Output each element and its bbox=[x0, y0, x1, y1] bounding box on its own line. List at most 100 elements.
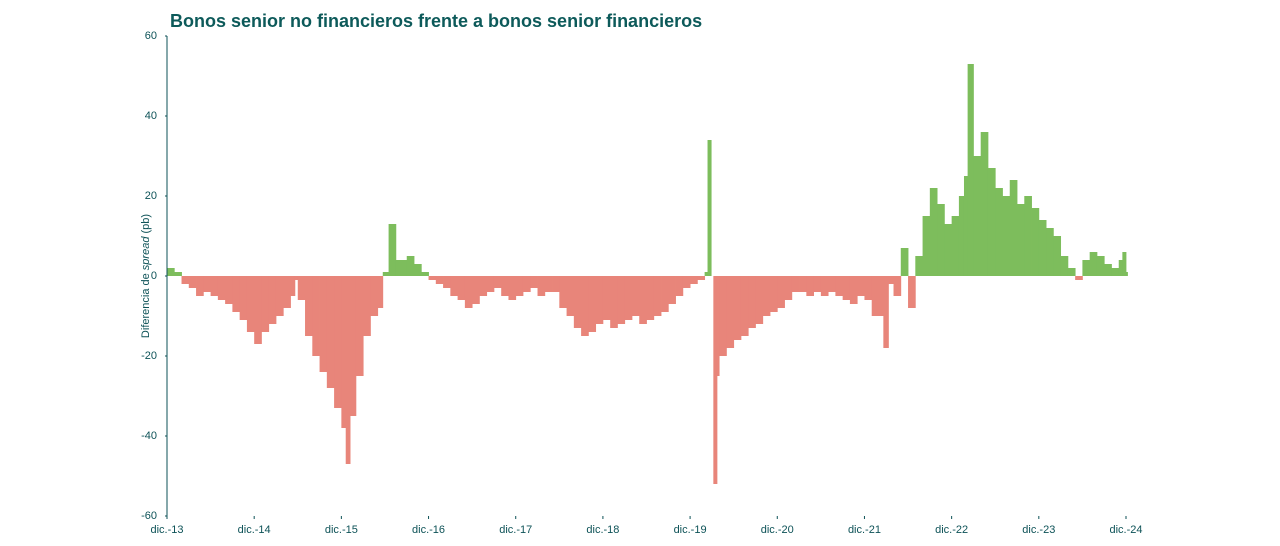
area-segment bbox=[573, 276, 582, 328]
area-segment bbox=[581, 276, 589, 336]
x-tick-label: dic.-24 bbox=[1109, 524, 1142, 536]
area-segment bbox=[813, 276, 822, 292]
area-segment bbox=[395, 260, 408, 276]
x-tick-label: dic.-15 bbox=[325, 524, 358, 536]
area-segment bbox=[588, 276, 597, 332]
area-segment bbox=[883, 276, 889, 348]
area-segment bbox=[406, 256, 415, 276]
area-segment bbox=[922, 216, 931, 276]
area-segment bbox=[537, 276, 546, 296]
x-tick-label: dic.-23 bbox=[1022, 524, 1055, 536]
area-segment bbox=[740, 276, 749, 336]
area-segment bbox=[799, 276, 807, 292]
area-segment bbox=[1122, 252, 1127, 276]
area-segment bbox=[828, 276, 836, 292]
area-segment bbox=[624, 276, 633, 320]
area-segment bbox=[777, 276, 785, 308]
area-segment bbox=[210, 276, 219, 296]
area-segment bbox=[1053, 236, 1062, 276]
area-segment bbox=[457, 276, 466, 300]
area-segment bbox=[675, 276, 684, 296]
area-segment bbox=[835, 276, 844, 296]
y-label-part: spread bbox=[140, 236, 152, 271]
area-segment bbox=[639, 276, 647, 324]
area-segment bbox=[690, 276, 698, 284]
area-segment bbox=[188, 276, 197, 288]
area-segment bbox=[319, 276, 328, 372]
area-segment bbox=[1067, 268, 1076, 276]
area-segment bbox=[713, 276, 718, 484]
area-segment bbox=[1024, 196, 1032, 276]
area-segment bbox=[341, 276, 347, 428]
area-segment bbox=[1002, 196, 1011, 276]
area-segment bbox=[246, 276, 255, 332]
area-segment bbox=[704, 272, 708, 276]
area-segment bbox=[363, 276, 371, 336]
area-segment bbox=[479, 276, 488, 296]
area-segment bbox=[167, 268, 175, 276]
area-segment bbox=[464, 276, 473, 308]
x-tick-label: dic.-14 bbox=[238, 524, 271, 536]
chart-title: Bonos senior no financieros frente a bon… bbox=[170, 11, 702, 31]
area-segment bbox=[312, 276, 320, 356]
area-segment bbox=[283, 276, 291, 308]
area-segment bbox=[726, 276, 735, 348]
area-segment bbox=[174, 272, 182, 276]
area-segment bbox=[707, 140, 712, 276]
area-segment bbox=[294, 276, 299, 280]
area-segment bbox=[951, 216, 960, 276]
area-segment bbox=[1104, 264, 1112, 276]
area-segment bbox=[472, 276, 480, 304]
area-segment bbox=[181, 276, 190, 284]
area-segment bbox=[857, 276, 865, 296]
area-segment bbox=[1060, 256, 1069, 276]
area-segment bbox=[973, 156, 982, 276]
area-segment bbox=[888, 276, 894, 284]
area-segment bbox=[508, 276, 517, 300]
area-segment bbox=[370, 276, 379, 316]
area-segment bbox=[980, 132, 989, 276]
area-segment bbox=[661, 276, 669, 312]
area-segment bbox=[646, 276, 655, 320]
area-segment bbox=[995, 188, 1003, 276]
area-segment bbox=[900, 248, 909, 276]
x-tick-label: dic.-17 bbox=[499, 524, 532, 536]
area-segment bbox=[290, 276, 296, 296]
area-segment bbox=[1089, 252, 1098, 276]
area-segment bbox=[566, 276, 575, 316]
area-segment bbox=[196, 276, 204, 296]
area-segment bbox=[617, 276, 626, 324]
area-segment bbox=[1038, 220, 1047, 276]
area-segment bbox=[414, 264, 422, 276]
area-segment bbox=[762, 276, 771, 316]
area-segment bbox=[967, 64, 974, 276]
area-segment bbox=[1096, 256, 1105, 276]
area-segment bbox=[239, 276, 248, 320]
area-segment bbox=[559, 276, 567, 308]
area-segment bbox=[421, 272, 429, 276]
area-segment bbox=[770, 276, 778, 312]
area-segment bbox=[428, 276, 437, 280]
area-segment bbox=[382, 272, 389, 276]
area-segment bbox=[958, 196, 965, 276]
area-segment bbox=[1046, 228, 1054, 276]
area-segment bbox=[388, 224, 397, 276]
area-segment bbox=[552, 276, 560, 292]
x-tick-label: dic.-16 bbox=[412, 524, 445, 536]
area-segment bbox=[864, 276, 873, 300]
y-tick-label: 0 bbox=[151, 270, 157, 282]
y-tick-label: 20 bbox=[145, 190, 157, 202]
area-segment bbox=[668, 276, 676, 304]
area-segment bbox=[1075, 276, 1083, 280]
area-segment bbox=[987, 168, 996, 276]
area-segment bbox=[522, 276, 531, 292]
area-segment bbox=[1017, 204, 1025, 276]
area-segment bbox=[254, 276, 262, 344]
area-segment bbox=[326, 276, 335, 388]
x-tick-label: dic.-22 bbox=[935, 524, 968, 536]
area-segment bbox=[963, 176, 969, 276]
area-segment bbox=[595, 276, 604, 324]
area-segment bbox=[435, 276, 444, 284]
x-tick-label: dic.-21 bbox=[848, 524, 881, 536]
